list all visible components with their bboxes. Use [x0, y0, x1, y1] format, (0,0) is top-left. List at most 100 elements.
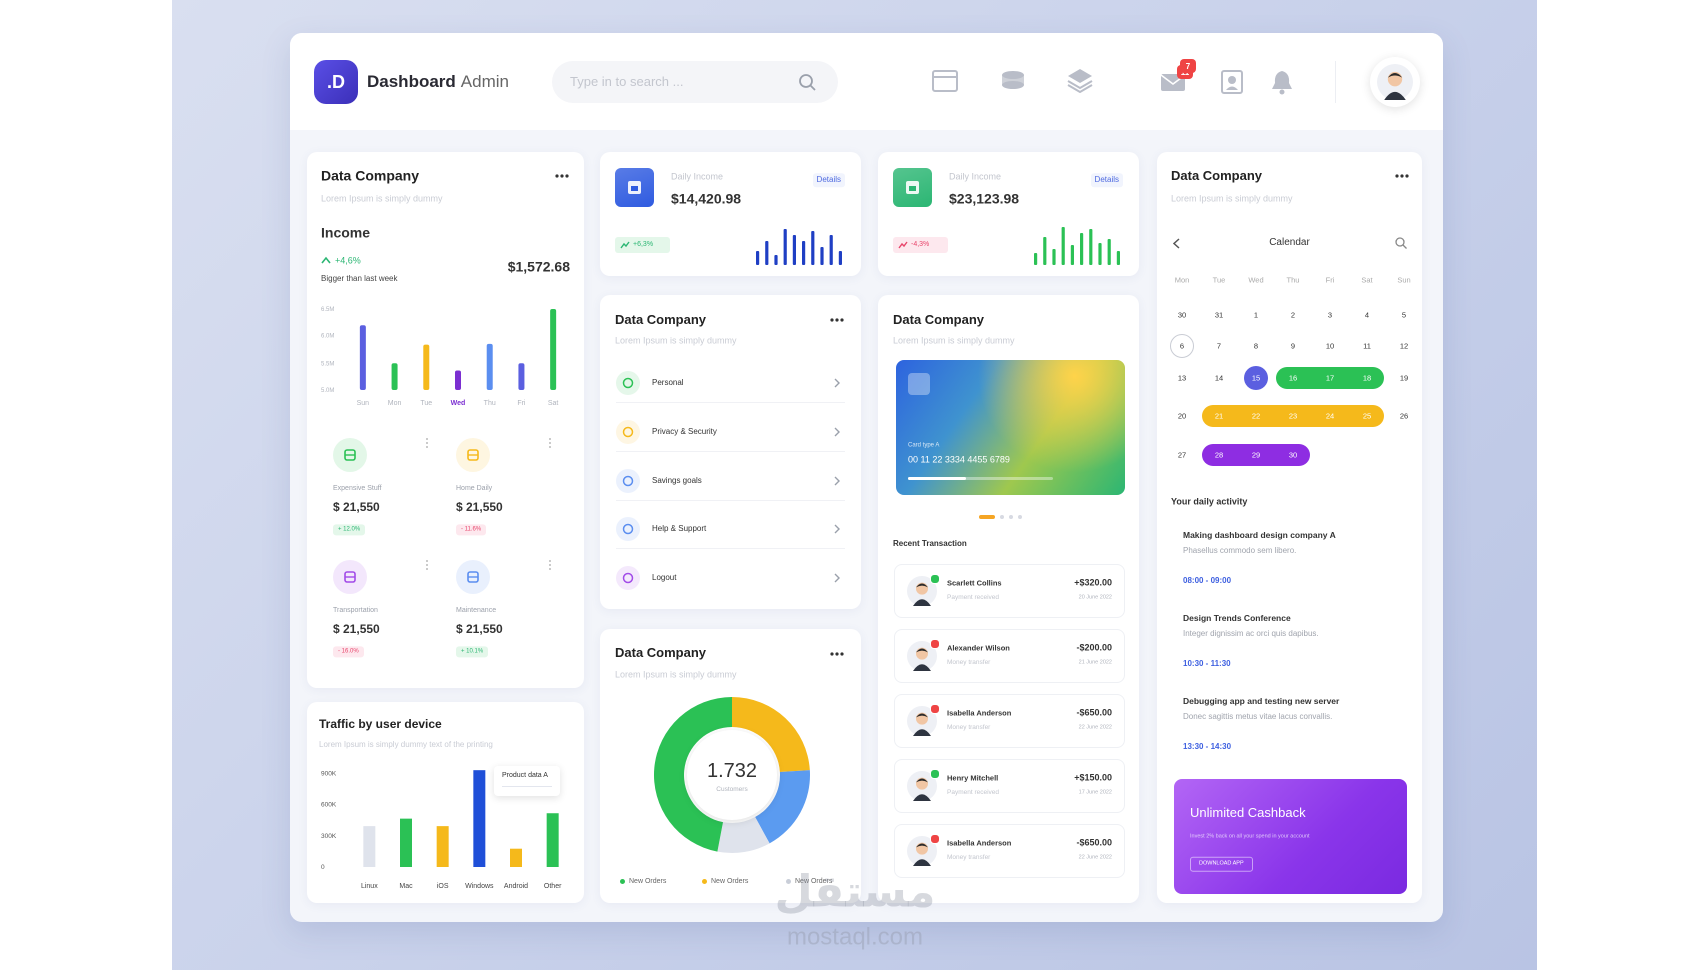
- calendar-day[interactable]: 8: [1253, 341, 1259, 351]
- x-tick-label: Mac: [399, 883, 413, 890]
- calendar-day[interactable]: 9: [1290, 341, 1296, 351]
- calendar-day[interactable]: 6: [1179, 341, 1185, 351]
- activity-text: Donec sagittis metus vitae lacus convall…: [1183, 712, 1333, 722]
- calendar-day[interactable]: 17: [1325, 373, 1335, 383]
- menu-label: Help & Support: [652, 524, 707, 534]
- calendar-day[interactable]: 1: [1253, 310, 1259, 320]
- more-button[interactable]: [829, 651, 845, 657]
- icon-part: [898, 241, 908, 249]
- menu-item[interactable]: Logout: [600, 558, 861, 598]
- calendar-day[interactable]: 23: [1288, 411, 1298, 421]
- more-button[interactable]: [1394, 173, 1410, 179]
- promo-title: Unlimited Cashback: [1190, 805, 1306, 821]
- stat-more[interactable]: [548, 437, 552, 449]
- calendar-day[interactable]: 31: [1214, 310, 1224, 320]
- icon-part: [809, 84, 816, 91]
- calendar-day[interactable]: 19: [1399, 373, 1409, 383]
- calendar-day[interactable]: 21: [1214, 411, 1224, 421]
- search-box[interactable]: Type in to search ...: [552, 61, 838, 103]
- legend-label: New Orders: [629, 877, 667, 885]
- chevron: [834, 573, 840, 583]
- calendar-day[interactable]: 13: [1177, 373, 1187, 383]
- nav-database[interactable]: [1000, 69, 1026, 93]
- calendar-day[interactable]: 12: [1399, 341, 1409, 351]
- icon-part: [1067, 80, 1093, 90]
- calendar-day[interactable]: 30: [1177, 310, 1187, 320]
- icon-part: [830, 318, 834, 322]
- icon-part: [916, 778, 928, 783]
- icon-part: [1228, 76, 1236, 84]
- more-button[interactable]: [554, 173, 570, 179]
- calendar-day[interactable]: 18: [1362, 373, 1372, 383]
- icon-part: [622, 475, 634, 486]
- donut-chart: 1.732 Customers: [653, 697, 811, 854]
- bar: [391, 363, 398, 390]
- calendar-day[interactable]: 16: [1288, 373, 1298, 383]
- stat-more[interactable]: [425, 559, 429, 571]
- bar: [455, 370, 461, 390]
- calendar-day[interactable]: 5: [1401, 310, 1407, 320]
- menu-item[interactable]: Privacy & Security: [600, 412, 861, 452]
- calendar-day[interactable]: 24: [1325, 411, 1335, 421]
- spark-bar: [1098, 243, 1102, 265]
- transaction-amount: +$150.00: [1074, 772, 1112, 783]
- icon-part: [620, 241, 630, 249]
- promo-button[interactable]: DOWNLOAD APP: [1190, 856, 1253, 872]
- card-title: Data Company: [321, 167, 420, 184]
- icon-part: [916, 713, 928, 718]
- calendar-day[interactable]: 11: [1363, 341, 1371, 351]
- nav-layers[interactable]: [1067, 67, 1093, 93]
- bar: [436, 826, 449, 867]
- calendar-day[interactable]: 29: [1251, 450, 1261, 460]
- menu-item[interactable]: Personal: [600, 363, 861, 403]
- stat-more[interactable]: [425, 437, 429, 449]
- menu-glyph: [622, 377, 634, 389]
- icon-part: [426, 568, 428, 570]
- daily-income-card: Daily Income $23,123.98 Details -4,3%: [878, 152, 1139, 276]
- date-range: [1276, 367, 1384, 389]
- icon-part: [1405, 174, 1409, 178]
- nav-bell[interactable]: [1270, 69, 1294, 95]
- details-button[interactable]: Details: [1090, 173, 1123, 187]
- menu-item[interactable]: Help & Support: [600, 509, 861, 550]
- calendar-day[interactable]: 10: [1325, 341, 1335, 351]
- icon-part: [426, 442, 428, 444]
- calendar-prev[interactable]: [1173, 238, 1180, 249]
- transaction-avatar: [907, 576, 937, 606]
- stat-more[interactable]: [548, 559, 552, 571]
- more-button[interactable]: [829, 317, 845, 323]
- icon-part: [426, 564, 428, 566]
- transaction-date: 20 June 2022: [1078, 594, 1112, 601]
- calendar-day[interactable]: 2: [1290, 310, 1296, 320]
- menu-item[interactable]: Savings goals: [600, 461, 861, 501]
- y-tick-label: 600K: [321, 802, 337, 809]
- divider: [616, 499, 845, 501]
- calendar-search[interactable]: [1395, 237, 1407, 249]
- calendar-day[interactable]: 7: [1216, 341, 1222, 351]
- nav-window[interactable]: [932, 69, 958, 93]
- calendar-day[interactable]: 27: [1177, 450, 1187, 460]
- search-icon: [799, 74, 816, 91]
- calendar-day[interactable]: 4: [1364, 310, 1370, 320]
- calendar-day[interactable]: 3: [1327, 310, 1333, 320]
- stat-amount: $ 21,550: [333, 621, 380, 636]
- calendar-day[interactable]: 25: [1362, 411, 1372, 421]
- calendar-day[interactable]: 22: [1251, 411, 1261, 421]
- calendar-day[interactable]: 15: [1251, 373, 1261, 383]
- calendar-day[interactable]: 14: [1214, 373, 1224, 383]
- calendar-day[interactable]: 20: [1177, 411, 1187, 421]
- calendar-day[interactable]: 26: [1399, 411, 1409, 421]
- profile-avatar[interactable]: [1370, 57, 1420, 107]
- nav-contacts[interactable]: [1220, 69, 1244, 95]
- weekday: Sun: [1397, 275, 1411, 285]
- activity-heading: Your daily activity: [1171, 496, 1248, 507]
- activity-text: Phasellus commodo sem libero.: [1183, 546, 1297, 556]
- x-tick-label: Linux: [361, 883, 378, 890]
- center-value: 1.732: [707, 760, 757, 782]
- details-button[interactable]: Details: [812, 173, 845, 187]
- calendar-day[interactable]: 30: [1288, 450, 1298, 460]
- icon-part: [622, 524, 634, 535]
- calendar-day[interactable]: 28: [1214, 450, 1224, 460]
- icon-part: [1002, 75, 1024, 85]
